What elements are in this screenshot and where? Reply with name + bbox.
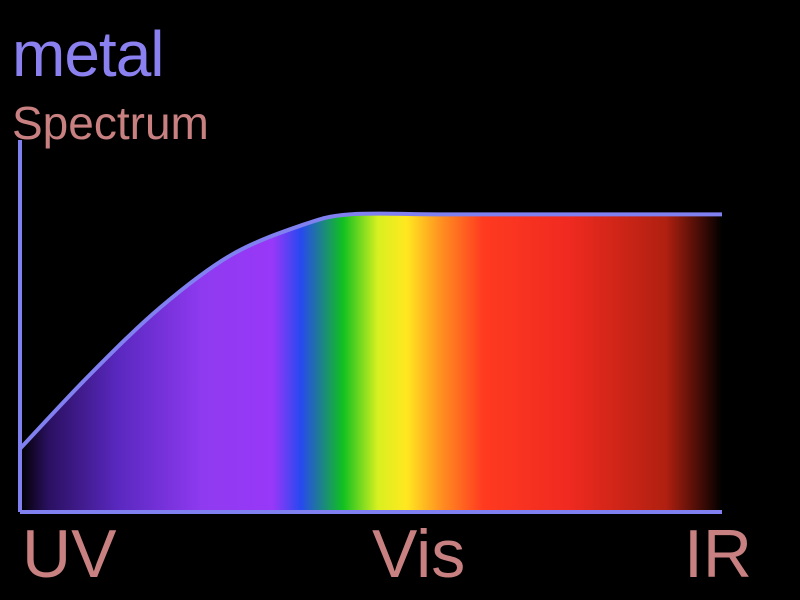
spectrum-area — [20, 213, 722, 512]
x-tick-label-ir: IR — [684, 516, 752, 592]
chart-title: metal — [12, 18, 164, 90]
spectrum-curve — [18, 211, 722, 451]
x-tick-label-uv: UV — [22, 516, 117, 592]
chart-subtitle: Spectrum — [12, 97, 209, 149]
x-tick-label-vis: Vis — [372, 516, 466, 592]
